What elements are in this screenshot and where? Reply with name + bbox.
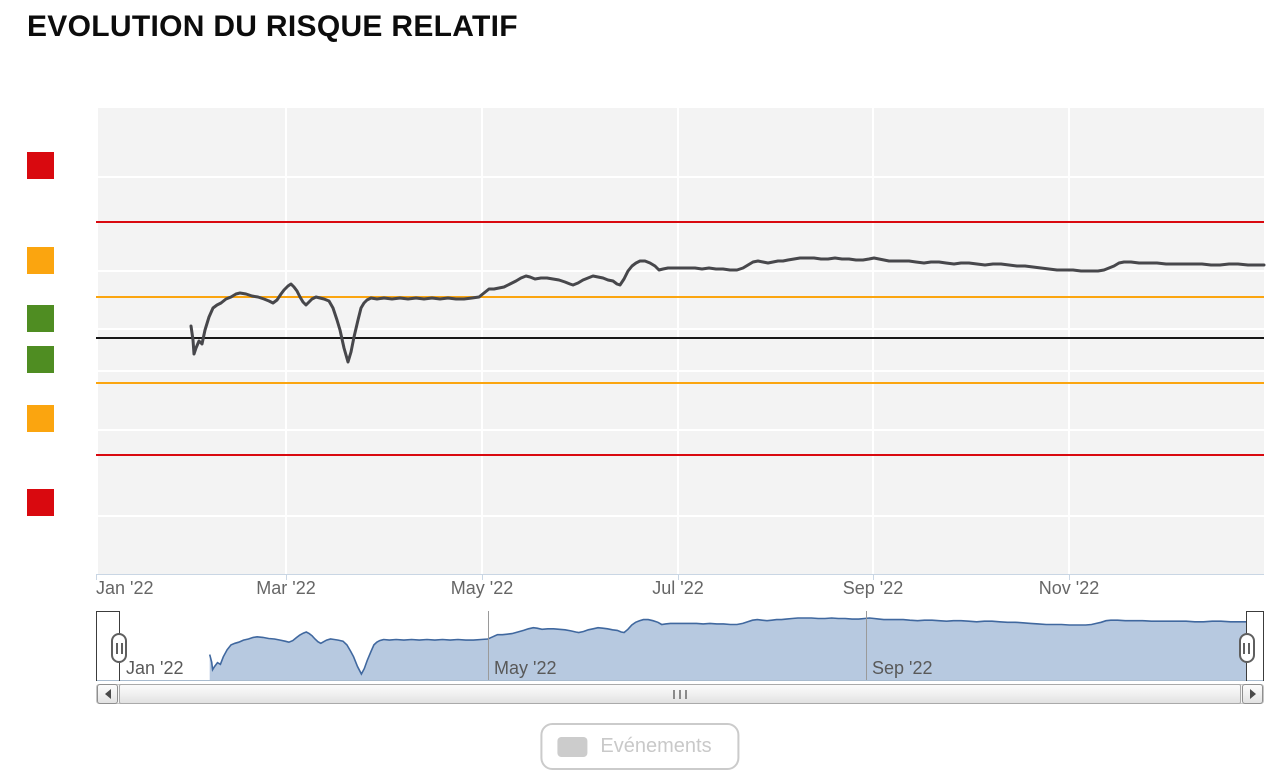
navigator-handle-right[interactable] <box>1238 633 1255 663</box>
handle-grip-icon <box>1248 642 1250 654</box>
x-axis-tick <box>873 574 874 580</box>
risk-zone-marker-green <box>27 346 54 373</box>
navigator-outline-right <box>1263 611 1264 681</box>
threshold-line-orange <box>96 296 1264 298</box>
navigator-handle-left[interactable] <box>111 633 127 663</box>
x-axis-tick <box>286 574 287 580</box>
x-axis-tick <box>1069 574 1070 580</box>
scrollbar-grip-icon <box>679 689 681 699</box>
risk-zone-marker-red <box>27 489 54 516</box>
scroll-right-icon <box>1249 689 1256 699</box>
events-legend-button[interactable]: Evénements <box>540 723 740 770</box>
scrollbar-thumb[interactable] <box>119 684 1241 704</box>
navigator-plotline <box>866 611 867 680</box>
gridline-horizontal <box>96 270 1264 272</box>
x-axis-tick <box>96 574 97 580</box>
navigator-area-fill <box>209 618 1247 680</box>
risk-zone-marker-green <box>27 305 54 332</box>
threshold-line-orange <box>96 382 1264 384</box>
x-axis-label: Jan '22 <box>96 578 154 598</box>
navigator-outline-left <box>96 611 97 681</box>
gridline-horizontal <box>96 176 1264 178</box>
x-axis-line <box>96 574 1264 575</box>
x-axis-label: Mar '22 <box>256 578 316 598</box>
gridline-horizontal <box>96 515 1264 517</box>
gridline-horizontal <box>96 429 1264 431</box>
navigator-month-label: Jan '22 <box>126 658 184 678</box>
handle-grip-icon <box>115 642 118 654</box>
scrollbar-grip-icon <box>685 689 687 699</box>
x-axis-tick <box>482 574 483 580</box>
navigator-outline-top-right <box>1246 611 1264 612</box>
threshold-line-black <box>96 337 1264 339</box>
navigator-outline-top-left <box>96 611 119 612</box>
x-axis-tick <box>678 574 679 580</box>
handle-grip-icon <box>1243 642 1245 654</box>
x-axis-label: Jul '22 <box>652 578 704 598</box>
risk-zone-marker-red <box>27 152 54 179</box>
x-axis-label: Nov '22 <box>1038 578 1100 598</box>
events-swatch <box>557 736 588 757</box>
threshold-line-red <box>96 454 1264 456</box>
chart-title: EVOLUTION DU RISQUE RELATIF <box>27 10 518 43</box>
gridline-vertical <box>96 108 98 574</box>
scroll-left-icon <box>104 689 111 699</box>
navigator-plotline <box>488 611 489 680</box>
x-axis-label: May '22 <box>450 578 514 598</box>
navigator-month-label: May '22 <box>494 658 557 678</box>
threshold-line-red <box>96 221 1264 223</box>
navigator-month-label: Sep '22 <box>872 658 933 678</box>
scrollbar-grip-icon <box>673 689 675 699</box>
risk-zone-marker-orange <box>27 405 54 432</box>
scrollbar[interactable] <box>96 684 1264 704</box>
risk-zone-marker-orange <box>27 247 54 274</box>
gridline-horizontal <box>96 370 1264 372</box>
x-axis-label: Sep '22 <box>842 578 904 598</box>
gridline-horizontal <box>96 328 1264 330</box>
scrollbar-button-left[interactable] <box>97 684 118 704</box>
scrollbar-button-right[interactable] <box>1242 684 1263 704</box>
events-legend-label: Evénements <box>600 735 712 757</box>
navigator-bottom-edge <box>96 680 1264 681</box>
navigator-area-line <box>208 617 1246 676</box>
handle-grip-icon <box>120 642 123 654</box>
